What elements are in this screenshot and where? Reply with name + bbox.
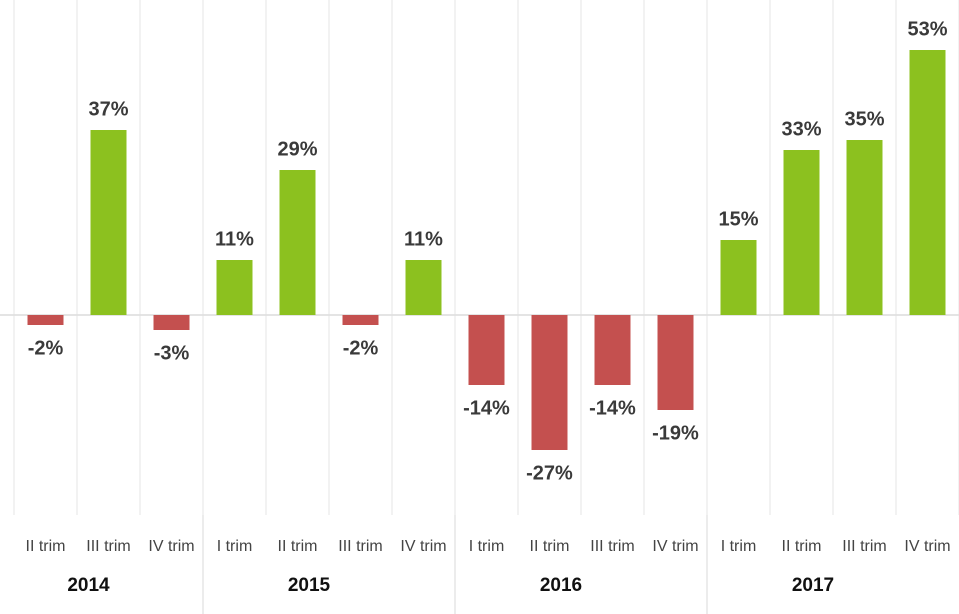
bar	[657, 315, 694, 410]
x-tick-label: III trim	[842, 538, 886, 555]
group-label: 2016	[540, 575, 582, 596]
bar	[216, 260, 253, 315]
x-tick-label: III trim	[338, 538, 382, 555]
value-label: 33%	[781, 118, 821, 140]
bar	[594, 315, 631, 385]
value-label: 11%	[215, 228, 254, 250]
value-label: -14%	[589, 397, 636, 419]
group-label: 2014	[67, 575, 110, 596]
value-label: -14%	[463, 397, 510, 419]
x-tick-label: II trim	[26, 538, 66, 555]
value-label: -3%	[154, 342, 190, 364]
x-tick-label: II trim	[782, 538, 822, 555]
value-label: 53%	[907, 18, 947, 40]
x-tick-label: I trim	[217, 538, 253, 555]
x-tick-label: II trim	[530, 538, 570, 555]
value-label: 29%	[277, 138, 317, 160]
x-tick-label: I trim	[469, 538, 505, 555]
bar	[405, 260, 442, 315]
bar	[468, 315, 505, 385]
value-label: 15%	[718, 208, 758, 230]
bar	[342, 315, 379, 325]
value-label: -27%	[526, 462, 573, 484]
bar	[531, 315, 568, 450]
x-tick-label: III trim	[86, 538, 130, 555]
value-label: 37%	[88, 98, 128, 120]
x-tick-label: IV trim	[400, 538, 446, 555]
x-tick-label: II trim	[278, 538, 318, 555]
value-label: -2%	[28, 337, 64, 359]
value-label: 35%	[844, 108, 884, 130]
bar	[783, 150, 820, 315]
value-label: -2%	[343, 337, 379, 359]
bar	[279, 170, 316, 315]
bar	[27, 315, 64, 325]
bar	[90, 130, 127, 315]
bar	[909, 50, 946, 315]
x-tick-label: IV trim	[148, 538, 194, 555]
value-label: 11%	[404, 228, 443, 250]
group-label: 2017	[792, 575, 834, 596]
bar	[153, 315, 190, 330]
x-tick-label: I trim	[721, 538, 757, 555]
x-tick-label: IV trim	[652, 538, 698, 555]
x-tick-label: IV trim	[904, 538, 950, 555]
bar	[846, 140, 883, 315]
x-tick-label: III trim	[590, 538, 634, 555]
value-label: -19%	[652, 422, 699, 444]
group-label: 2015	[288, 575, 331, 596]
bar	[720, 240, 757, 315]
